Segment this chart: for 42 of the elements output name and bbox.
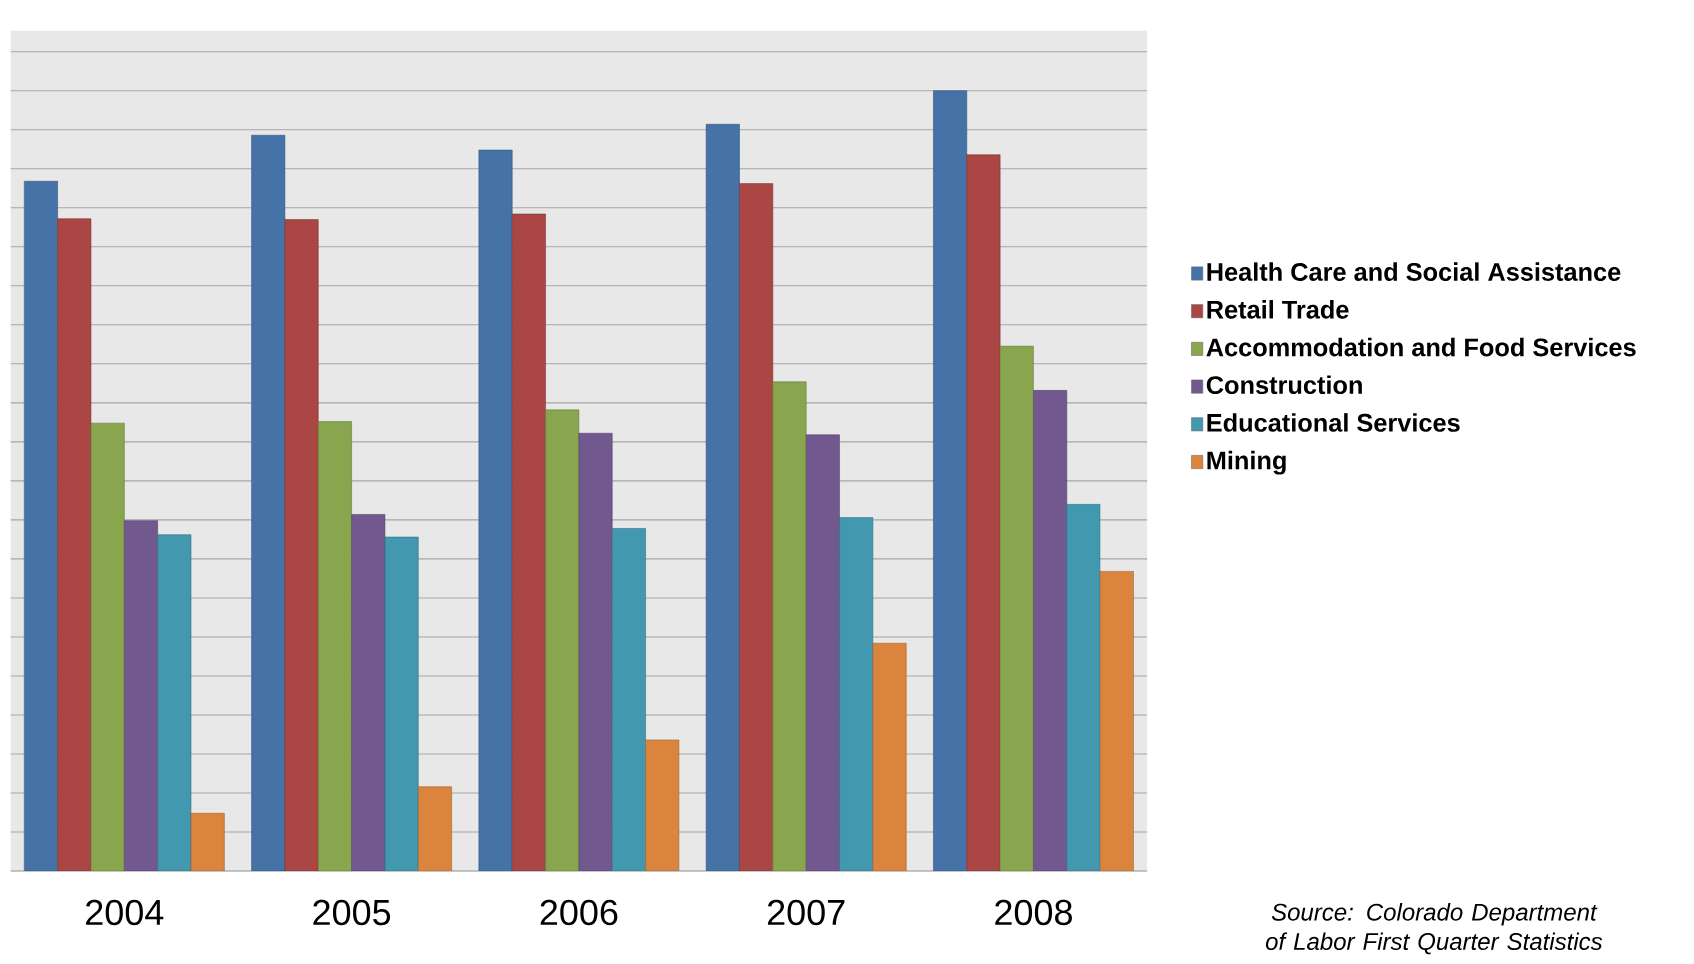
bar bbox=[317, 421, 352, 871]
bar bbox=[805, 434, 840, 871]
bar bbox=[999, 345, 1034, 871]
bar bbox=[24, 180, 58, 871]
bar bbox=[90, 422, 125, 871]
bar bbox=[57, 218, 92, 871]
x-tick-label: 2005 bbox=[313, 899, 391, 926]
bar bbox=[772, 381, 807, 871]
bar bbox=[157, 534, 192, 871]
bar bbox=[251, 134, 286, 871]
legend-label: Mining bbox=[1207, 450, 1286, 475]
legend-label: Construction bbox=[1206, 375, 1362, 394]
bar bbox=[418, 786, 452, 871]
bar bbox=[872, 642, 907, 871]
bar bbox=[545, 409, 580, 871]
bar bbox=[284, 219, 319, 871]
legend-label: Educational Services bbox=[1207, 412, 1460, 432]
bar bbox=[645, 739, 680, 871]
bar bbox=[839, 517, 874, 871]
bar bbox=[739, 183, 774, 871]
bar bbox=[611, 528, 646, 871]
bar bbox=[1066, 503, 1101, 871]
legend-label: Accommodation and Food Services bbox=[1206, 337, 1636, 357]
x-tick-label: 2008 bbox=[995, 899, 1072, 926]
bar bbox=[933, 90, 968, 871]
x-tick-label: 2004 bbox=[86, 899, 164, 926]
bar bbox=[351, 513, 386, 871]
bar bbox=[705, 123, 740, 871]
x-tick-label: 2006 bbox=[540, 899, 618, 926]
bar bbox=[124, 520, 158, 871]
bar bbox=[1099, 570, 1134, 871]
legend-label: Retail Trade bbox=[1207, 299, 1349, 319]
bar bbox=[578, 432, 613, 871]
legend-label: Health Care and Social Assistance bbox=[1207, 262, 1621, 281]
bar bbox=[966, 154, 1001, 871]
bar bbox=[190, 812, 225, 871]
bar bbox=[1033, 389, 1068, 871]
bar bbox=[478, 149, 513, 871]
text: Source: Colorado Department of Labor First Quarter Statistics bbox=[1265, 902, 1603, 955]
bar bbox=[384, 536, 419, 871]
bar bbox=[511, 213, 546, 871]
x-tick-label: 2007 bbox=[767, 899, 845, 926]
